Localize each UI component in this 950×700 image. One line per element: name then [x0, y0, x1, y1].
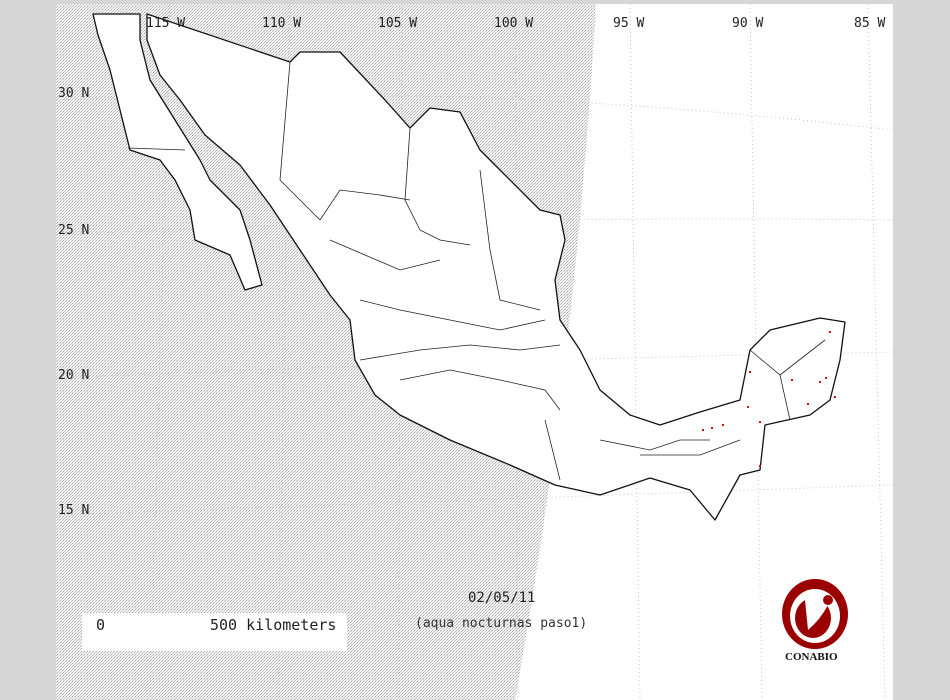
- lon-label: 105 W: [378, 16, 418, 31]
- lat-label: 20 N: [58, 368, 90, 383]
- hotspot-point: [807, 403, 809, 405]
- logo-text: CONABIO: [785, 651, 838, 663]
- hotspot-point: [711, 427, 713, 429]
- lat-label: 30 N: [58, 86, 90, 101]
- lat-label: 25 N: [58, 223, 90, 238]
- hotspot-point: [722, 424, 724, 426]
- map-subtitle: (aqua nocturnas paso1): [415, 616, 588, 631]
- conabio-logo-icon: [782, 579, 848, 649]
- hotspot-point: [825, 377, 827, 379]
- scale-end-label: 500 kilometers: [210, 616, 337, 634]
- lon-label: 90 W: [732, 16, 764, 31]
- lat-label: 15 N: [58, 503, 90, 518]
- map-date: 02/05/11: [468, 590, 536, 606]
- hotspot-point: [749, 371, 751, 373]
- mexico-mainland-outline: [146, 13, 846, 521]
- hotspot-layer: [702, 331, 836, 467]
- baja-california-outline: [92, 13, 263, 291]
- lon-label: 110 W: [262, 16, 302, 31]
- hotspot-point: [747, 406, 749, 408]
- hotspot-point: [829, 331, 831, 333]
- hotspot-point: [702, 429, 704, 431]
- lon-label: 100 W: [494, 16, 534, 31]
- scale-box: 0 500 kilometers: [82, 613, 347, 651]
- hotspot-point: [834, 396, 836, 398]
- scale-start-label: 0: [96, 616, 106, 634]
- state-borders: [127, 61, 826, 481]
- lon-label: 95 W: [613, 16, 645, 31]
- lon-label: 85 W: [854, 16, 886, 31]
- hotspot-point: [791, 379, 793, 381]
- hotspot-point: [819, 381, 821, 383]
- lon-label: 115 W: [146, 16, 186, 31]
- hotspot-point: [759, 421, 761, 423]
- hotspot-point: [759, 465, 761, 467]
